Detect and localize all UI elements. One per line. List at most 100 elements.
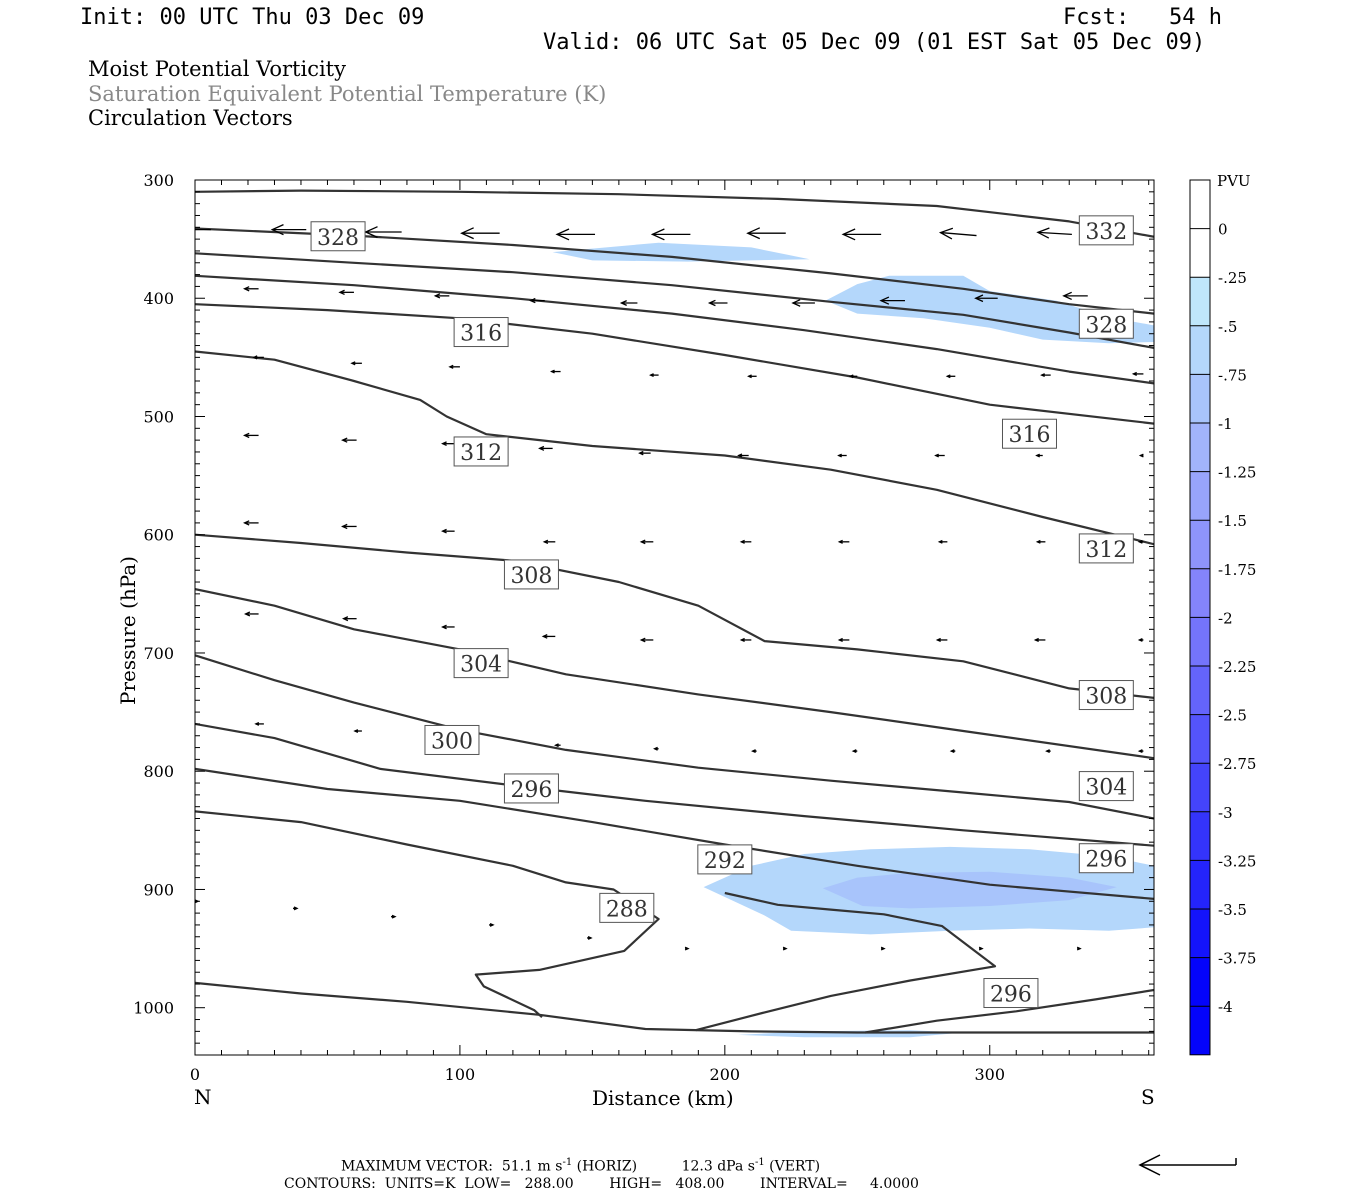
colorbar-seg-0 [1190, 180, 1210, 229]
y-axis-label: Pressure (hPa) [116, 556, 140, 705]
svg-text:328: 328 [317, 226, 359, 251]
vector-26 [848, 374, 858, 379]
contour-label-296: 296 [503, 773, 559, 804]
x-tick-100: 100 [445, 1065, 476, 1084]
vector-42 [441, 528, 455, 534]
y-tick-700: 700 [143, 644, 174, 663]
y-tick-400: 400 [143, 289, 174, 308]
colorbar-label-2: -.5 [1218, 318, 1237, 336]
vector-6 [746, 227, 786, 240]
vector-12 [433, 293, 450, 299]
mpv-shade-1 [825, 275, 1154, 344]
vector-29 [1131, 371, 1144, 376]
colorbar-label-16: -4 [1218, 998, 1233, 1016]
vector-56 [837, 637, 850, 643]
max-vector-line: MAXIMUM VECTOR: 51.1 m s-1 (HORIZ) 12.3 … [341, 1157, 820, 1175]
vector-25 [747, 374, 757, 379]
field-title-theta-es: Saturation Equivalent Potential Temperat… [88, 82, 607, 106]
colorbar-label-12: -3 [1218, 804, 1233, 822]
vector-47 [937, 539, 948, 544]
contour-316-4 [195, 303, 1154, 425]
horiz-exponent: -1 [562, 1157, 573, 1168]
vert-unit: (VERT) [769, 1158, 821, 1175]
field-title-mpv: Moist Potential Vorticity [88, 57, 346, 81]
vector-74 [587, 935, 593, 940]
x-end-north: N [194, 1085, 212, 1109]
vector-59 [1137, 638, 1144, 642]
contour-308-6 [195, 533, 1154, 699]
contour-label-316: 316 [1001, 418, 1057, 449]
colorbar-seg-6 [1190, 471, 1210, 521]
contour-info: CONTOURS: UNITS=K LOW= 288.00 HIGH= 408.… [284, 1176, 919, 1192]
contour-label-308: 308 [503, 559, 559, 590]
mpv-shading [552, 242, 1154, 1038]
vector-19 [1062, 291, 1088, 301]
vector-8 [938, 227, 977, 240]
svg-text:328: 328 [1085, 313, 1127, 338]
max-vector-label: MAXIMUM VECTOR: [341, 1158, 493, 1175]
vector-43 [542, 539, 556, 545]
vector-36 [837, 453, 847, 458]
circulation-vectors [195, 224, 1144, 951]
contour-label-332: 332 [1078, 215, 1134, 246]
colorbar-seg-13 [1190, 811, 1210, 861]
vector-61 [353, 729, 362, 733]
colorbar-label-13: -3.25 [1218, 852, 1256, 870]
vector-23 [550, 369, 561, 374]
contour-320-3 [195, 274, 1154, 385]
vector-53 [541, 634, 556, 639]
vert-max-value: 12.3 dPa s [681, 1158, 755, 1175]
vector-57 [935, 637, 948, 643]
colorbar-label-1: -.25 [1218, 269, 1247, 287]
vector-69 [1137, 749, 1144, 754]
colorbar-label-6: -1.5 [1218, 512, 1247, 530]
vector-50 [243, 611, 259, 617]
reference-vector-arrow [1138, 1154, 1237, 1176]
horiz-unit: (HORIZ) [576, 1158, 638, 1175]
vector-58 [1033, 637, 1046, 643]
vector-77 [880, 946, 886, 951]
svg-text:296: 296 [990, 983, 1032, 1008]
contour-label-308: 308 [1078, 680, 1134, 711]
vector-13 [529, 297, 545, 304]
colorbar-seg-11 [1190, 714, 1210, 764]
contour-324-2 [195, 252, 1154, 349]
contour-label-300: 300 [424, 724, 480, 755]
x-axis-label: Distance (km) [592, 1086, 734, 1110]
colorbar-label-15: -3.75 [1218, 950, 1256, 968]
contour-label-296: 296 [1078, 843, 1134, 874]
vector-24 [649, 373, 659, 378]
colorbar-label-11: -2.75 [1218, 755, 1256, 773]
colorbar-seg-9 [1190, 617, 1210, 666]
vector-33 [538, 445, 553, 451]
field-title-vectors: Circulation Vectors [88, 106, 293, 130]
vector-16 [791, 299, 815, 307]
mpv-shade-0 [552, 242, 810, 262]
colorbar-seg-8 [1190, 568, 1210, 618]
colorbar-seg-17 [1190, 1006, 1210, 1055]
colorbar-seg-15 [1190, 909, 1210, 958]
vector-39 [1138, 453, 1144, 458]
vector-17 [879, 296, 905, 305]
contour-label-316: 316 [453, 317, 509, 348]
vert-exponent: -1 [754, 1157, 765, 1168]
vector-35 [737, 453, 749, 458]
contour-label-288: 288 [599, 892, 655, 923]
y-tick-300: 300 [143, 171, 174, 190]
y-tick-600: 600 [143, 526, 174, 545]
contour-labels: 328 332 328 316 312 316 312 308 304 308 300 296 304 2… [310, 215, 1134, 1009]
svg-text:312: 312 [460, 441, 502, 466]
svg-text:296: 296 [1085, 848, 1127, 873]
vector-10 [242, 286, 259, 292]
colorbar-label-14: -3.5 [1218, 901, 1247, 919]
colorbar-label-3: -.75 [1218, 366, 1247, 384]
vector-20 [252, 355, 264, 360]
vector-73 [489, 922, 495, 927]
vector-79 [1076, 946, 1082, 951]
vector-1 [270, 224, 307, 236]
x-tick-200: 200 [710, 1065, 741, 1084]
contour-label-328: 328 [310, 221, 366, 252]
svg-text:312: 312 [1085, 538, 1127, 563]
vector-68 [1045, 749, 1051, 754]
